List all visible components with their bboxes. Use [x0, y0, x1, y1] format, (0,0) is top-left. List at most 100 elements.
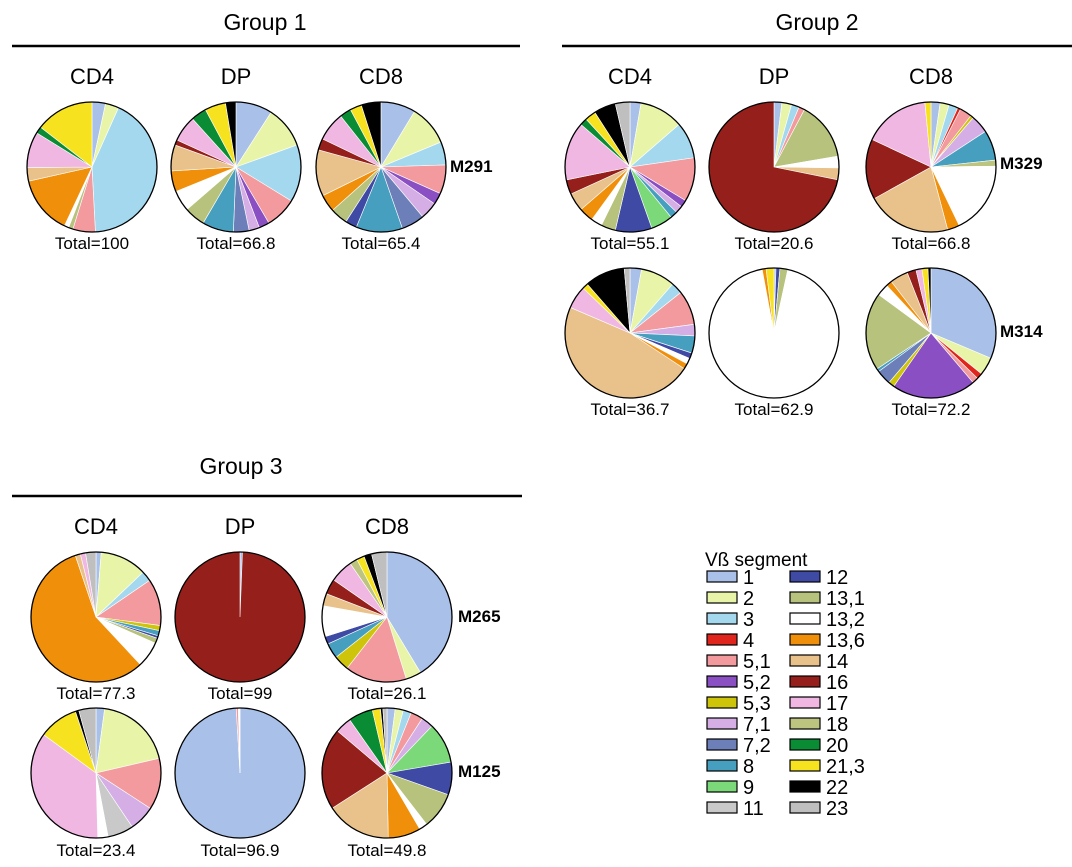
total-label: Total=72.2	[892, 400, 971, 419]
legend-swatch-vb23	[789, 801, 821, 814]
legend-label-vb13-1: 13,1	[826, 588, 865, 610]
total-label: Total=77.3	[57, 684, 136, 703]
pie-outline	[564, 101, 696, 233]
pie-m329-cd4: Total=55.1	[564, 101, 696, 253]
legend-swatch-vb13-2	[789, 612, 821, 625]
pie-m291-cd4: Total=100	[26, 101, 158, 253]
col-label-dp: DP	[759, 64, 790, 89]
total-label: Total=23.4	[57, 841, 136, 860]
total-label: Total=20.6	[735, 234, 814, 253]
col-label-cd8: CD8	[909, 64, 953, 89]
legend-swatch-vb20	[789, 738, 821, 751]
legend-label-vb7-2: 7,2	[743, 735, 771, 757]
legend-swatch-vb22	[789, 780, 821, 793]
pie-outline	[170, 101, 302, 233]
total-label: Total=96.9	[201, 841, 280, 860]
pie-m125-dp: Total=96.9	[174, 707, 306, 860]
legend-swatch-vb17	[789, 696, 821, 709]
legend-swatch-vb18	[789, 717, 821, 730]
legend-swatch-vb2	[706, 591, 738, 604]
legend-swatch-vb1	[706, 570, 738, 583]
group-2-title: Group 2	[775, 9, 858, 35]
col-label-dp: DP	[225, 514, 256, 539]
pie-charts: Total=100 Total=66.8 Total=65.4 Total=55.1 T…	[26, 101, 997, 860]
legend-label-vb8: 8	[743, 756, 754, 778]
group-3-title: Group 3	[199, 453, 282, 479]
pie-m329-cd8: Total=66.8	[865, 101, 997, 253]
pie-outline	[708, 267, 840, 399]
legend-swatch-vb12	[789, 570, 821, 583]
legend-swatch-vb16	[789, 675, 821, 688]
legend-label-vb5-3: 5,3	[743, 693, 771, 715]
legend-swatch-vb3	[706, 612, 738, 625]
pie-outline	[30, 707, 162, 839]
mouse-label-m265: M265	[458, 607, 501, 626]
group-1-title: Group 1	[223, 9, 306, 35]
legend-label-vb20: 20	[826, 735, 848, 757]
legend-swatch-vb5-1	[706, 654, 738, 667]
pie-m314-dp: Total=62.9	[708, 267, 840, 419]
legend-swatch-vb14	[789, 654, 821, 667]
total-label: Total=55.1	[591, 234, 670, 253]
col-label-cd8: CD8	[365, 514, 409, 539]
total-label: Total=99	[208, 684, 273, 703]
mouse-label-m329: M329	[1000, 154, 1043, 173]
legend-label-vb23: 23	[826, 798, 848, 820]
legend-label-vb18: 18	[826, 714, 848, 736]
legend-label-vb4: 4	[743, 630, 754, 652]
col-label-cd8: CD8	[359, 64, 403, 89]
legend-label-vb5-2: 5,2	[743, 672, 771, 694]
total-label: Total=100	[55, 234, 129, 253]
pie-outline	[174, 551, 306, 683]
pie-outline	[865, 101, 997, 233]
legend-label-vb16: 16	[826, 672, 848, 694]
pie-outline	[321, 551, 453, 683]
legend-label-vb13-6: 13,6	[826, 630, 865, 652]
total-label: Total=66.8	[892, 234, 971, 253]
pie-m125-cd4: Total=23.4	[30, 707, 162, 860]
legend-label-vb3: 3	[743, 609, 754, 631]
col-label-cd4: CD4	[608, 64, 652, 89]
pie-outline	[26, 101, 158, 233]
col-label-dp: DP	[221, 64, 252, 89]
pie-m265-cd8: Total=26.1	[321, 551, 453, 703]
legend-label-vb13-2: 13,2	[826, 609, 865, 631]
pie-m329-dp: Total=20.6	[708, 101, 840, 253]
col-label-cd4: CD4	[70, 64, 114, 89]
total-label: Total=62.9	[735, 400, 814, 419]
legend-swatch-vb8	[706, 759, 738, 772]
pie-outline	[30, 551, 162, 683]
pie-m291-dp: Total=66.8	[170, 101, 302, 253]
legend-swatch-vb9	[706, 780, 738, 793]
legend-title: Vß segment	[705, 550, 808, 571]
col-label-cd4: CD4	[74, 514, 118, 539]
pie-m291-cd8: Total=65.4	[315, 101, 447, 253]
legend-label-vb2: 2	[743, 588, 754, 610]
legend-swatch-vb7-1	[706, 717, 738, 730]
legend-label-vb1: 1	[743, 567, 754, 589]
legend: Vß segment 12345,15,25,37,17,289111213,1…	[705, 550, 865, 820]
legend-swatch-vb21-3	[789, 759, 821, 772]
total-label: Total=26.1	[348, 684, 427, 703]
mouse-label-m125: M125	[458, 762, 501, 781]
total-label: Total=66.8	[197, 234, 276, 253]
pie-m314-cd8: Total=72.2	[865, 267, 997, 419]
legend-label-vb11: 11	[743, 798, 764, 820]
pie-outline	[865, 267, 997, 399]
legend-label-vb22: 22	[826, 777, 848, 799]
pie-outline	[315, 101, 447, 233]
legend-label-vb5-1: 5,1	[743, 651, 771, 673]
legend-swatch-vb11	[706, 801, 738, 814]
pie-m314-cd4: Total=36.7	[564, 267, 696, 419]
mouse-label-m291: M291	[450, 157, 493, 176]
legend-label-vb9: 9	[743, 777, 754, 799]
legend-swatch-vb7-2	[706, 738, 738, 751]
legend-swatch-vb5-2	[706, 675, 738, 688]
legend-label-vb14: 14	[826, 651, 848, 673]
pie-outline	[321, 707, 453, 839]
legend-label-vb12: 12	[826, 567, 848, 589]
legend-swatch-vb5-3	[706, 696, 738, 709]
pie-m265-dp: Total=99	[174, 551, 306, 703]
pie-m125-cd8: Total=49.8	[321, 707, 453, 860]
